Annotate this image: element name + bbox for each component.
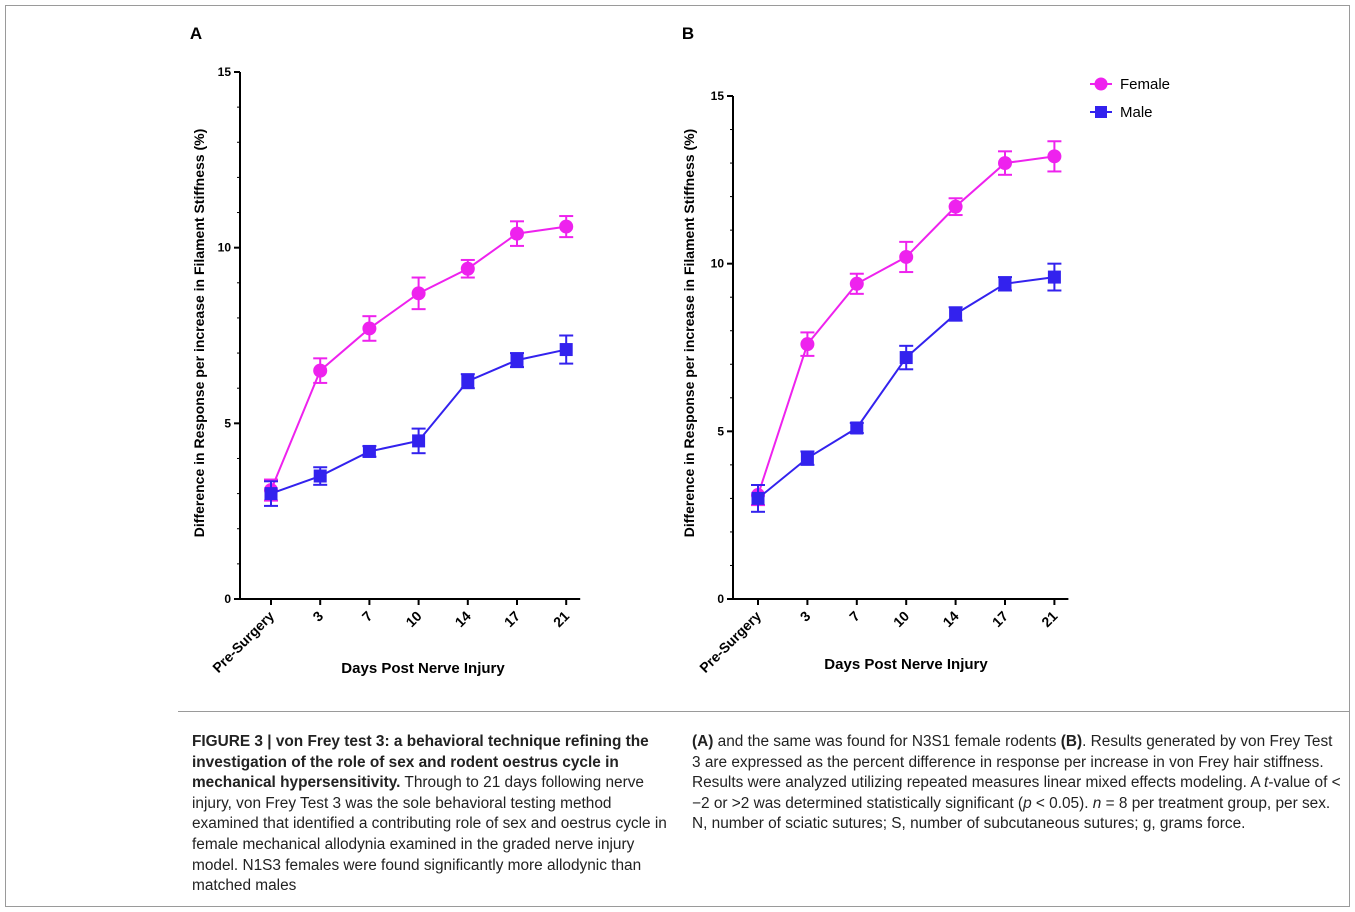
panel-a-x-tick-label: 17 xyxy=(501,608,523,630)
panel-a-series-male-point xyxy=(510,353,524,367)
caption-text-2e: = 8 per treatment group, per sex. N, num… xyxy=(692,794,1331,833)
panel-a-y-tick-label: 5 xyxy=(224,416,231,430)
panel-b-series-male-point xyxy=(850,421,864,435)
panel-b-series-female-point xyxy=(998,156,1012,171)
panel-b-x-tick-label: 7 xyxy=(846,608,863,625)
panel-b-y-tick-label: 0 xyxy=(717,592,724,606)
panel-a-x-tick-label: 14 xyxy=(452,608,474,630)
panel-b-y-tick-label: 10 xyxy=(711,257,725,271)
panel-a-x-tick-label: 21 xyxy=(550,608,572,630)
panel-b-x-axis-title: Days Post Nerve Injury xyxy=(824,656,988,673)
panel-a-series-female-point xyxy=(510,226,524,241)
caption-ref-a: (A) xyxy=(692,733,714,750)
caption-title: FIGURE 3 | von Frey test 3: a behavioral… xyxy=(192,733,649,792)
panel-a-series-male-point xyxy=(412,434,426,448)
panel-b-y-axis-title: Difference in Response per increase in F… xyxy=(681,129,697,537)
panel-a-y-tick-label: 0 xyxy=(224,592,231,606)
caption-ref-b: (B) xyxy=(1060,733,1083,750)
panel-a-series-male-point xyxy=(264,487,278,501)
panel-b-series-male-point xyxy=(751,491,765,505)
panel-b-y-tick-label: 5 xyxy=(717,424,724,438)
caption-text-2a: and the same was found for N3S1 female r… xyxy=(713,733,1061,750)
caption-text-1: Through to 21 days following nerve injur… xyxy=(192,774,667,895)
panel-b-x-tick-label: 3 xyxy=(797,608,814,625)
panel-b-series-female-point xyxy=(899,249,914,264)
caption-divider xyxy=(178,711,1349,712)
caption-text-2d: < 0.05). xyxy=(1031,794,1093,812)
panel-b-legend-label: Male xyxy=(1120,104,1153,121)
panel-b-x-tick-label: 21 xyxy=(1038,608,1060,630)
panel-b-series-female-point xyxy=(800,337,815,352)
panel-b-x-tick-label: 14 xyxy=(939,608,961,630)
panel-b-series-male-point xyxy=(949,307,963,321)
panel-a-series-female-point xyxy=(362,321,377,336)
panel-b-legend-marker xyxy=(1094,77,1108,91)
caption-t-italic: t xyxy=(1264,774,1269,792)
caption-p-italic: p xyxy=(1023,794,1032,812)
panel-b-series-female-point xyxy=(1047,149,1062,164)
panel-a-series-male-point xyxy=(461,374,475,388)
figure-frame xyxy=(5,5,1350,907)
panel-b-series-male-point xyxy=(1047,270,1061,284)
panel-b-series-female-point xyxy=(948,199,963,214)
panel-a-series-male-point xyxy=(559,343,573,357)
panel-a-x-tick-label: 10 xyxy=(402,608,424,630)
panel-a-series-female-point xyxy=(411,286,426,301)
panel-b-series-female-line xyxy=(757,155,1055,496)
panel-a-series-female-point xyxy=(559,219,574,234)
panel-a-series-male-point xyxy=(362,444,376,458)
panel-b-series-female-point xyxy=(849,276,864,291)
panel-a-series-male-point xyxy=(313,469,327,483)
panel-a-x-tick-label: 7 xyxy=(359,608,376,625)
figure-charts: A 0 5 10 15 Pre-Surgery 3 7 10 14 17 21 Difference i… xyxy=(190,24,1170,677)
panel-b-series-male-point xyxy=(800,451,814,465)
panel-b-legend-label: Female xyxy=(1120,76,1170,93)
panel-a-series-female-point xyxy=(460,261,475,276)
caption-column-2: (A) and the same was found for N3S1 fema… xyxy=(692,732,1342,835)
panel-a-x-tick-label: 3 xyxy=(309,608,326,625)
panel-a-y-tick-label: 10 xyxy=(218,241,232,255)
panel-b-series-male-point xyxy=(899,351,913,365)
panel-b-x-tick-label: Pre-Surgery xyxy=(696,608,764,676)
panel-b-series-male-point xyxy=(998,277,1012,291)
panel-b-label: B xyxy=(682,24,694,43)
panel-a-y-axis-title: Difference in Response per increase in F… xyxy=(191,129,207,537)
caption-n-italic: n xyxy=(1092,794,1102,812)
panel-b-x-tick-label: 17 xyxy=(989,608,1011,630)
panel-a-x-axis-title: Days Post Nerve Injury xyxy=(341,660,505,677)
panel-b-y-tick-label: 15 xyxy=(711,89,725,103)
panel-a-y-tick-label: 15 xyxy=(218,65,232,79)
panel-a-series-female-point xyxy=(313,363,328,378)
panel-b-x-tick-label: 10 xyxy=(890,608,912,630)
caption-text-2c: -value of < −2 or >2 was determined stat… xyxy=(692,774,1341,812)
caption-text-2b: . Results generated by von Frey Test 3 a… xyxy=(692,733,1333,792)
panel-a-label: A xyxy=(190,24,202,43)
panel-b-legend-marker xyxy=(1095,106,1107,118)
caption-column-1: FIGURE 3 | von Frey test 3: a behavioral… xyxy=(192,732,672,897)
panel-a-x-tick-label: Pre-Surgery xyxy=(209,608,277,676)
